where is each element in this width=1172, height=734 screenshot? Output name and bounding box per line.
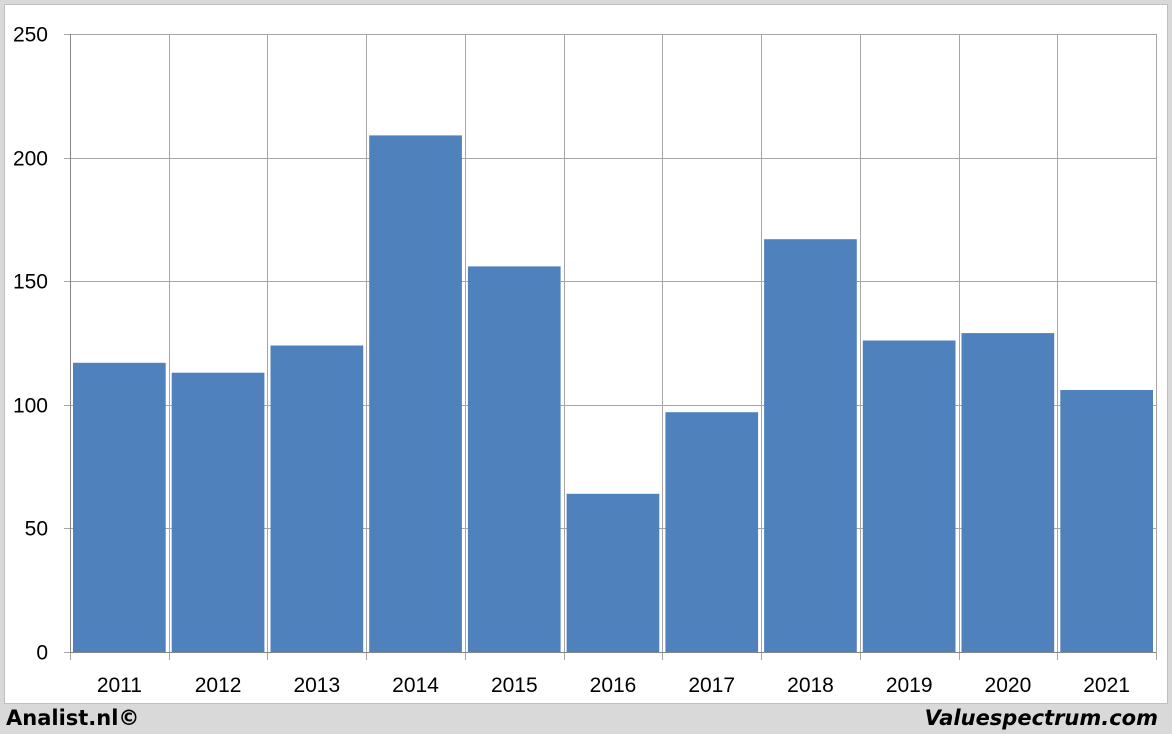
y-tick-label: 100 xyxy=(13,395,48,418)
bar-2019 xyxy=(862,340,956,652)
bar-2017 xyxy=(665,412,759,652)
source-credit-left: Analist.nl© xyxy=(6,706,140,730)
x-tick-label: 2013 xyxy=(293,674,340,697)
bar-2016 xyxy=(566,493,660,652)
x-tick-label: 2017 xyxy=(688,674,735,697)
x-tick-label: 2012 xyxy=(195,674,242,697)
source-credit-right: Valuespectrum.com xyxy=(924,706,1158,730)
bar-2011 xyxy=(73,362,166,652)
y-tick-label: 50 xyxy=(25,518,48,541)
x-tick-label: 2014 xyxy=(392,674,439,697)
x-tick-label: 2021 xyxy=(1083,674,1130,697)
bar-2012 xyxy=(171,372,265,652)
x-tick-label: 2019 xyxy=(886,674,933,697)
x-tick-label: 2020 xyxy=(985,674,1032,697)
bar-2015 xyxy=(467,266,561,652)
x-tick-label: 2011 xyxy=(97,674,142,697)
bar-2020 xyxy=(961,333,1055,652)
x-tick-label: 2015 xyxy=(491,674,538,697)
y-tick-label: 250 xyxy=(13,24,48,47)
bar-2014 xyxy=(369,135,462,652)
bar-2013 xyxy=(270,345,364,652)
y-tick-label: 200 xyxy=(13,148,48,171)
y-tick-label: 0 xyxy=(36,642,48,665)
x-tick-label: 2016 xyxy=(590,674,637,697)
bar-2021 xyxy=(1060,390,1153,652)
x-tick-label: 2018 xyxy=(787,674,834,697)
y-tick-label: 150 xyxy=(13,271,48,294)
bar-2018 xyxy=(764,239,857,652)
